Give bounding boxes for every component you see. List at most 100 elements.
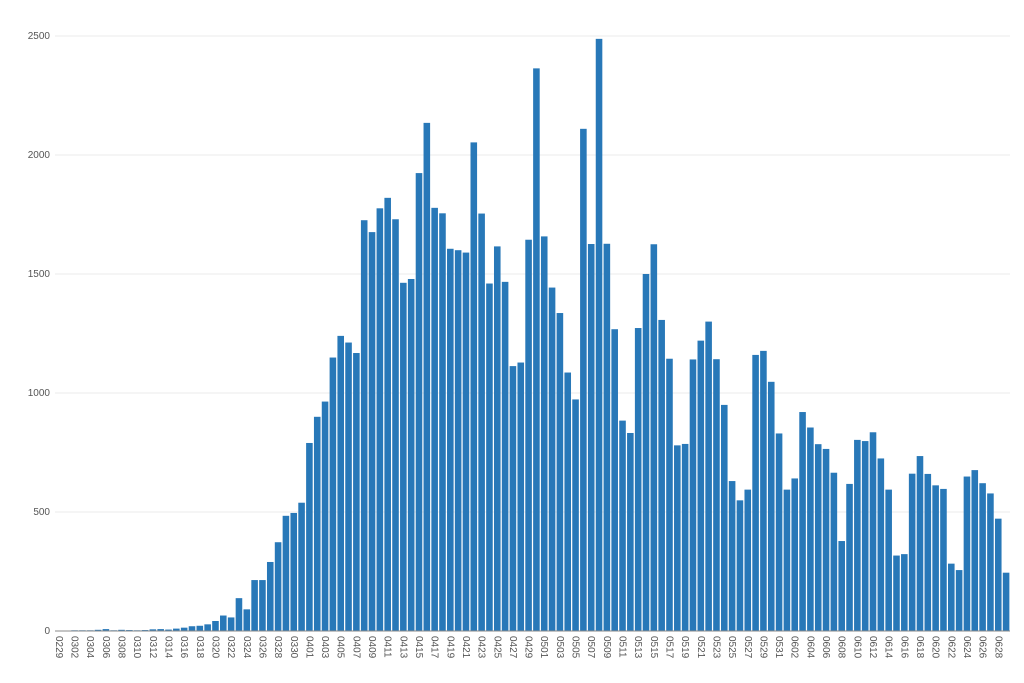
bar <box>540 236 548 631</box>
bar <box>713 359 720 631</box>
bar <box>243 609 251 631</box>
bar <box>415 173 423 631</box>
x-tick-label: 0628 <box>992 636 1003 659</box>
bar <box>744 489 752 631</box>
bar <box>642 274 650 631</box>
x-tick-label: 0626 <box>977 636 988 659</box>
bar <box>306 442 313 631</box>
bar <box>728 481 736 631</box>
bar <box>274 542 282 631</box>
x-tick-label: 0310 <box>131 636 142 659</box>
bar <box>157 629 164 631</box>
x-tick-label: 0409 <box>366 636 377 659</box>
bar <box>674 445 681 631</box>
bar <box>509 366 517 631</box>
bar <box>180 627 188 631</box>
bar <box>486 283 493 631</box>
x-tick-label: 0606 <box>820 636 831 659</box>
x-tick-label: 0318 <box>194 636 205 659</box>
x-tick-label: 0419 <box>444 636 455 659</box>
bar <box>384 197 391 631</box>
x-tick-label: 0308 <box>116 636 127 659</box>
bar <box>619 420 626 631</box>
bar <box>188 626 196 631</box>
bar <box>462 252 470 631</box>
x-tick-label: 0229 <box>53 636 64 659</box>
bar <box>932 485 939 631</box>
bar <box>493 246 501 631</box>
x-tick-label: 0511 <box>617 636 628 658</box>
bar <box>611 329 618 631</box>
x-tick-label: 0411 <box>382 636 393 658</box>
bar <box>94 629 102 631</box>
bar <box>525 239 532 631</box>
bar <box>893 555 900 631</box>
bar <box>345 342 352 631</box>
bar <box>948 563 955 631</box>
x-tick-label: 0324 <box>241 636 252 659</box>
x-tick-label: 0322 <box>225 636 236 659</box>
x-tick-label: 0612 <box>867 636 878 659</box>
bar <box>548 287 556 631</box>
bar <box>658 319 665 631</box>
x-tick-label: 0517 <box>663 636 674 659</box>
x-tick-label: 0515 <box>648 636 659 659</box>
bar <box>517 362 525 631</box>
x-tick-label: 0513 <box>632 636 643 659</box>
x-tick-label: 0509 <box>601 636 612 659</box>
x-tick-label: 0413 <box>397 636 408 659</box>
bar <box>360 220 368 631</box>
bar <box>846 483 853 631</box>
bar <box>720 404 728 631</box>
bar <box>282 515 290 631</box>
bar <box>791 478 799 631</box>
bar <box>807 427 814 631</box>
bar <box>572 399 579 631</box>
bar <box>783 489 791 631</box>
x-tick-label: 0529 <box>757 636 768 659</box>
bar <box>697 340 705 631</box>
x-tick-label: 0401 <box>303 636 314 659</box>
y-tick-label: 2500 <box>28 31 51 42</box>
bar <box>689 359 697 631</box>
x-tick-label: 0403 <box>319 636 330 659</box>
bar <box>454 250 462 631</box>
x-tick-label: 0519 <box>679 636 690 659</box>
bar <box>987 493 994 631</box>
bar <box>501 281 509 631</box>
bar <box>173 628 180 631</box>
bar <box>634 328 642 631</box>
x-tick-label: 0407 <box>350 636 361 659</box>
bar <box>775 433 783 631</box>
bar <box>908 473 916 631</box>
bar <box>313 416 321 631</box>
x-tick-label: 0314 <box>163 636 174 659</box>
bar <box>901 554 908 631</box>
x-tick-label: 0622 <box>945 636 956 659</box>
bar <box>971 470 979 631</box>
x-tick-label: 0312 <box>147 636 158 659</box>
bar <box>376 208 384 631</box>
x-tick-label: 0306 <box>100 636 111 659</box>
bar <box>478 213 485 631</box>
bar <box>439 213 446 631</box>
x-tick-label: 0624 <box>961 636 972 659</box>
bar <box>564 372 572 631</box>
bar <box>165 629 172 631</box>
bar <box>979 483 986 631</box>
x-tick-label: 0503 <box>554 636 565 659</box>
bar <box>705 321 712 631</box>
bar <box>681 443 689 631</box>
y-tick-label: 0 <box>44 626 50 637</box>
bar <box>760 350 767 631</box>
x-tick-label: 0320 <box>209 636 220 659</box>
x-tick-label: 0531 <box>773 636 784 659</box>
bar <box>627 432 634 631</box>
bar <box>251 580 258 631</box>
bar <box>822 448 830 631</box>
x-tick-label: 0425 <box>491 636 502 659</box>
x-tick-label: 0620 <box>930 636 941 659</box>
bar <box>220 615 227 631</box>
x-tick-label: 0507 <box>585 636 596 659</box>
